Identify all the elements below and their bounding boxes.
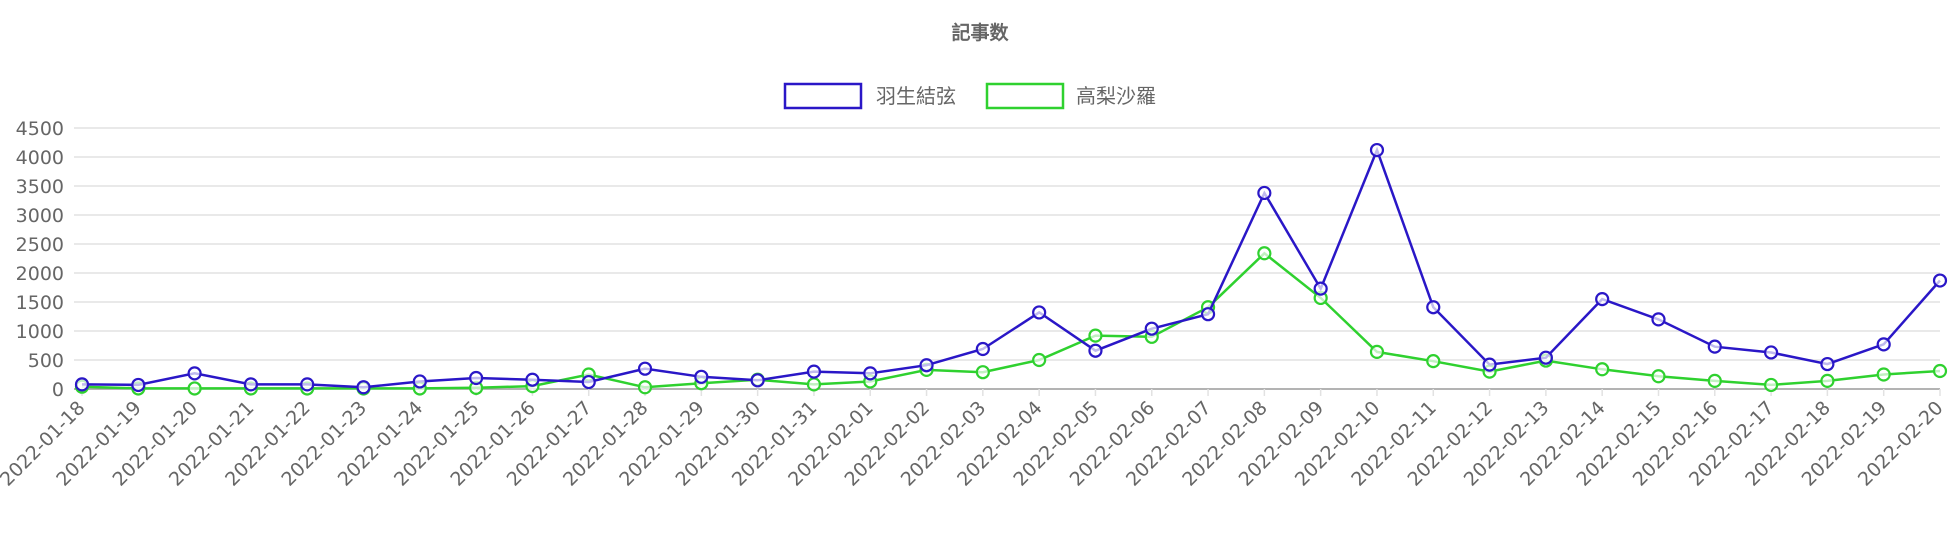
x-axis: 2022-01-182022-01-192022-01-202022-01-21… [0, 389, 1948, 491]
series-1-point[interactable] [581, 374, 596, 390]
series-1-line [81, 146, 1941, 389]
legend-swatch-1[interactable] [783, 82, 863, 110]
series-1-point[interactable] [975, 341, 990, 357]
series-2-point[interactable] [187, 381, 202, 396]
legend-swatch-2[interactable] [985, 82, 1065, 110]
grid [74, 127, 1940, 390]
series-1-point[interactable] [1032, 305, 1047, 320]
series-1-point[interactable] [187, 366, 202, 381]
legend-label-1[interactable]: 羽生結弦 [876, 84, 956, 108]
series-1-point[interactable] [131, 377, 146, 393]
series-2 [74, 246, 1948, 396]
series-2-point[interactable] [1257, 246, 1272, 261]
series-2-point[interactable] [975, 365, 990, 380]
legend: 羽生結弦 高梨沙羅 [783, 82, 1156, 110]
series-1-point[interactable] [1144, 321, 1159, 336]
series-2-point[interactable] [637, 380, 653, 395]
series-layer [74, 142, 1948, 396]
series-1-point[interactable] [1369, 142, 1385, 158]
series-1-point[interactable] [1426, 300, 1441, 315]
y-axis: 0 500 1000 1500 2000 2500 3000 3500 4000 4500 [16, 118, 64, 401]
series-1-point[interactable] [525, 372, 540, 387]
y-tick-label: 3000 [16, 205, 64, 227]
series-1-point[interactable] [1313, 281, 1328, 296]
y-tick-label: 1500 [16, 292, 64, 314]
y-tick-label: 3500 [16, 176, 64, 198]
y-tick-label: 4000 [16, 147, 64, 169]
series-1-point[interactable] [1538, 350, 1553, 365]
series-1-point[interactable] [1257, 185, 1272, 201]
legend-label-2[interactable]: 高梨沙羅 [1076, 84, 1156, 108]
series-1-point[interactable] [919, 358, 934, 373]
y-tick-label: 4500 [16, 118, 64, 140]
y-tick-label: 0 [52, 379, 64, 401]
series-2-point[interactable] [1707, 373, 1722, 388]
series-1-point[interactable] [356, 380, 371, 395]
y-tick-label: 500 [28, 350, 64, 372]
series-1-point[interactable] [1200, 307, 1216, 322]
y-tick-label: 1000 [16, 321, 64, 343]
series-2-point[interactable] [1032, 352, 1047, 368]
series-2-point[interactable] [1369, 344, 1385, 359]
y-tick-label: 2500 [16, 234, 64, 256]
series-1-point[interactable] [750, 373, 765, 388]
series-1-point[interactable] [1651, 312, 1666, 327]
series-1-point[interactable] [694, 369, 709, 384]
series-2-point[interactable] [1595, 362, 1610, 377]
series-1-point[interactable] [863, 366, 878, 381]
series-1-point[interactable] [243, 377, 259, 392]
series-1-point[interactable] [1763, 345, 1779, 360]
series-2-point[interactable] [1651, 369, 1666, 384]
series-1-point[interactable] [412, 374, 427, 389]
series-1-point[interactable] [1088, 343, 1103, 358]
series-1-point[interactable] [806, 364, 822, 379]
series-2-point[interactable] [1820, 373, 1835, 388]
series-2-point[interactable] [1763, 377, 1779, 393]
series-1-point[interactable] [74, 377, 90, 392]
series-2-point[interactable] [1088, 328, 1103, 343]
series-2-point[interactable] [806, 377, 822, 392]
y-tick-label: 2000 [16, 263, 64, 285]
series-1-point[interactable] [1707, 339, 1722, 354]
series-1-point[interactable] [469, 370, 484, 386]
series-2-point[interactable] [1426, 354, 1441, 369]
series-1-point[interactable] [1820, 356, 1835, 372]
series-2-point[interactable] [1876, 367, 1891, 382]
series-1-point[interactable] [1876, 337, 1891, 352]
series-1-point[interactable] [1595, 292, 1610, 307]
series-1-point[interactable] [637, 361, 653, 376]
series-2-line [81, 251, 1941, 390]
series-1-point[interactable] [1932, 273, 1948, 288]
series-2-point[interactable] [1932, 363, 1948, 379]
series-1-point[interactable] [1482, 357, 1497, 372]
series-1-point[interactable] [300, 377, 315, 392]
chart-title: 記事数 [951, 21, 1009, 44]
series-1 [74, 142, 1948, 395]
